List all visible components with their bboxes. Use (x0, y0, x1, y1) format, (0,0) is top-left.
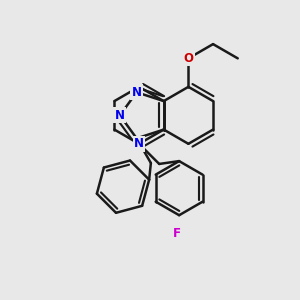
Text: F: F (173, 227, 181, 240)
Text: N: N (134, 137, 144, 150)
Text: N: N (115, 109, 125, 122)
Text: O: O (183, 52, 194, 65)
Text: N: N (132, 86, 142, 99)
